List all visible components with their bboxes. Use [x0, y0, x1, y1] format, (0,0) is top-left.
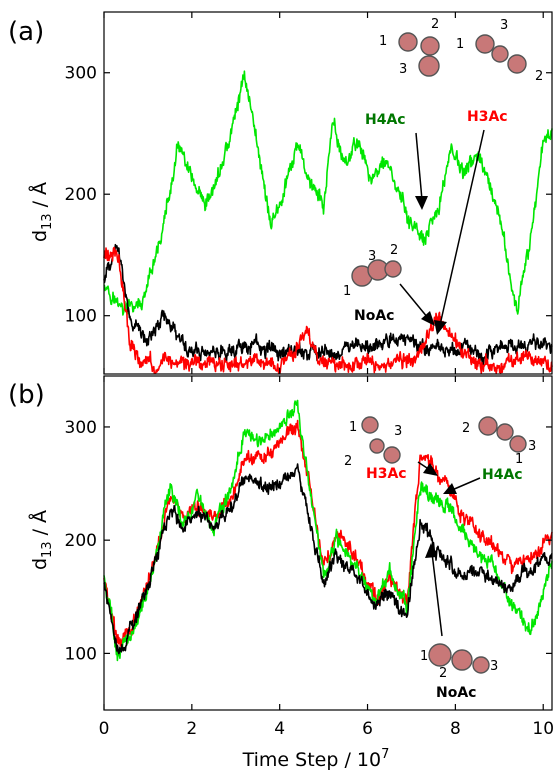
series-line: [103, 399, 553, 662]
annotation-arrow: [451, 477, 481, 491]
series-line: [103, 246, 553, 375]
y-tick-label: 100: [65, 644, 97, 664]
domain-number: 2: [535, 69, 543, 84]
arrow-head: [443, 483, 457, 494]
panel-b-ylabel-rest: / Å: [28, 510, 51, 541]
annotation-noac: NoAc: [354, 308, 394, 324]
annotation-h3ac: H3Ac: [366, 466, 407, 482]
y-tick-label: 300: [65, 64, 97, 84]
series-line: [103, 70, 553, 316]
domain-number: 3: [368, 249, 376, 264]
panel-a-label: (a): [8, 17, 44, 47]
panel-b-ylabel-main: d: [29, 558, 51, 570]
domain-number: 3: [394, 424, 402, 439]
y-tick-label: 300: [65, 418, 97, 438]
y-tick-label: 200: [65, 185, 97, 205]
domain-number: 3: [500, 18, 508, 33]
series-line: [103, 463, 553, 655]
annotation-h3ac: H3Ac: [467, 109, 508, 125]
domain-number: 1: [515, 452, 523, 467]
annotation-arrow: [415, 132, 423, 201]
nucleosome-array-icon: [398, 32, 440, 77]
arrow-head: [425, 543, 437, 558]
annotation-h4ac: H4Ac: [365, 112, 406, 128]
panel-b-xlabel: Time Step / 107: [242, 747, 390, 771]
domain-number: 3: [399, 62, 407, 77]
annotation-arrow: [399, 283, 429, 319]
panel-a-ylabel-main: d: [29, 230, 51, 242]
domain-number: 3: [490, 659, 498, 674]
nucleosome-array-icon: [478, 416, 527, 453]
domain-number: 1: [379, 34, 387, 49]
arrow-head: [415, 196, 428, 210]
x-tick-label: 0: [99, 719, 110, 739]
panel-a-ylabel-sub: 13: [40, 213, 55, 230]
panel-a-ylabel-rest: / Å: [28, 182, 51, 213]
arrow-head: [423, 463, 438, 476]
panel-b-xlabel-sup: 7: [381, 747, 389, 762]
panel-a-plot: 100 200 300: [65, 11, 553, 375]
x-tick-label: 10: [532, 719, 554, 739]
nucleosome-array-icon: [475, 34, 527, 74]
domain-number: 3: [528, 439, 536, 454]
x-tick-label: 8: [450, 719, 461, 739]
svg-text:d13 / Å: d13 / Å: [28, 510, 55, 570]
annotation-arrow: [439, 129, 485, 326]
panel-b-ylabel-sub: 13: [40, 541, 55, 558]
panel-b-ylabel: d13 / Å: [28, 510, 55, 570]
plot-frame: [103, 375, 553, 711]
plot-frame: [103, 11, 553, 375]
domain-number: 1: [420, 649, 428, 664]
domain-number: 2: [439, 666, 447, 681]
y-tick-label: 200: [65, 531, 97, 551]
panel-b-plot: 100 200 300 0 2 4 6 8 10: [65, 375, 554, 739]
annotation-noac: NoAc: [436, 685, 476, 701]
nucleosome-array-icon: [351, 259, 402, 287]
domain-number: 1: [349, 420, 357, 435]
domain-number: 2: [390, 243, 398, 258]
panel-a-ylabel: d13 / Å: [28, 182, 55, 242]
annotation-arrow: [431, 552, 443, 637]
domain-number: 1: [456, 37, 464, 52]
domain-number: 1: [343, 284, 351, 299]
x-tick-label: 6: [362, 719, 373, 739]
domain-number: 2: [431, 17, 439, 32]
series-line: [103, 243, 553, 366]
arrow-head: [421, 311, 435, 326]
annotation-h4ac: H4Ac: [482, 467, 523, 483]
panel-b-xlabel-main: Time Step / 10: [242, 749, 381, 771]
nucleosome-array-icon: [361, 416, 401, 464]
x-tick-label: 4: [274, 719, 285, 739]
domain-number: 2: [344, 454, 352, 469]
nucleosome-array-icon: [428, 643, 490, 674]
arrow-head: [434, 320, 447, 335]
panel-b-label: (b): [8, 380, 45, 410]
y-tick-label: 100: [65, 307, 97, 327]
svg-text:d13 / Å: d13 / Å: [28, 182, 55, 242]
series-line: [103, 419, 553, 647]
domain-number: 2: [462, 421, 470, 436]
x-tick-label: 2: [186, 719, 197, 739]
